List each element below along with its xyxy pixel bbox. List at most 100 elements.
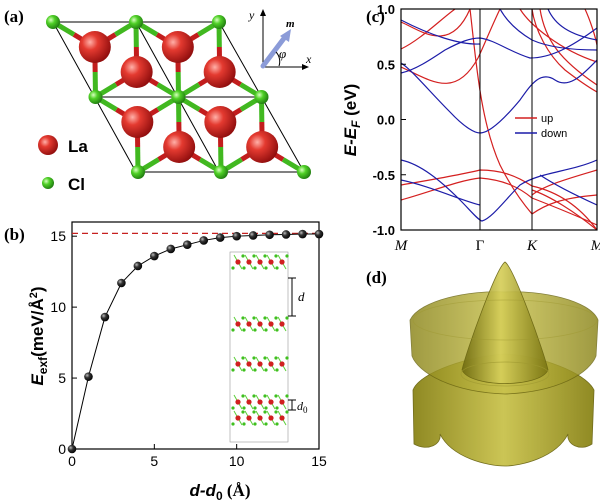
panel-label-a: (a) <box>4 7 24 26</box>
inset-cl-atom <box>275 368 279 372</box>
x-axis-title-b: d-d0 (Å) <box>190 481 251 502</box>
inset-cl-atom <box>264 328 268 332</box>
inset-la-atom <box>279 321 285 327</box>
inset-cl-atom <box>252 356 256 360</box>
data-point <box>248 231 258 240</box>
inset-cl-atom <box>274 410 278 414</box>
band-down-curve <box>401 179 481 206</box>
inset-la-atom <box>268 259 274 265</box>
inset-cl-atom <box>253 368 257 372</box>
y-tick-label-c: 0.0 <box>377 113 395 128</box>
data-point <box>133 261 143 271</box>
inset-la-atom <box>279 399 285 405</box>
inset-la-atom <box>279 259 285 265</box>
inset-cl-atom <box>242 406 246 410</box>
band-up-curve <box>401 9 456 50</box>
la-atom <box>246 131 279 163</box>
data-point <box>182 240 192 249</box>
y-tick-label-b: 15 <box>50 228 66 244</box>
panel-c-chart: -1.0 -0.5 0.0 0.5 1.0 M Γ K M E-EF (eV) up down <box>341 2 600 254</box>
inset-atoms <box>231 254 289 426</box>
svg-text:d0: d0 <box>297 399 308 415</box>
inset-cl-atom <box>275 266 279 270</box>
legend-up: up <box>541 113 553 125</box>
inset-la-atom <box>246 415 252 421</box>
inset-cl-atom <box>274 356 278 360</box>
band-up-curve <box>539 9 597 86</box>
inset-la-atom <box>279 415 285 421</box>
band-up-curve <box>519 9 597 63</box>
band-down-curve <box>401 59 597 134</box>
inset-cl-atom <box>253 328 257 332</box>
band-up-curve <box>531 189 597 230</box>
plot-frame-b <box>71 221 320 450</box>
cl-atom <box>254 90 269 104</box>
data-point <box>314 229 324 239</box>
data-point <box>100 312 110 322</box>
data-point <box>232 231 241 241</box>
inset-cl-atom <box>241 394 245 398</box>
x-tick-label-b: 10 <box>229 453 245 469</box>
inset-cl-atom <box>263 410 267 414</box>
inset-cl-atom <box>263 356 267 360</box>
inset-cl-atom <box>285 356 289 360</box>
inset-la-atom <box>246 399 252 405</box>
layer-inset: d d0 <box>229 251 308 443</box>
band-up-curve <box>469 9 597 215</box>
axis-ticks-c: -1.0 -0.5 0.0 0.5 1.0 M Γ K M <box>373 2 600 254</box>
inset-cl-atom <box>242 368 246 372</box>
inset-cl-atom <box>231 422 235 426</box>
k-point-label: K <box>526 238 538 254</box>
atoms <box>46 15 311 179</box>
band-up-curve <box>401 9 471 37</box>
inset-la-atom <box>257 415 263 421</box>
inset-la-atom <box>235 361 241 367</box>
band-up-curve <box>531 169 597 196</box>
inset-cl-atom <box>231 328 235 332</box>
inset-cl-atom <box>241 254 245 258</box>
inset-d-label: d <box>298 289 305 304</box>
inset-cl-atom <box>263 316 267 320</box>
y-tick-label-b: 0 <box>58 441 66 457</box>
la-atom <box>163 131 196 163</box>
inset-cl-atom <box>274 254 278 258</box>
y-tick-label-c: -0.5 <box>373 168 395 183</box>
inset-cl-atom <box>241 316 245 320</box>
cl-atom <box>214 165 228 179</box>
band-down-curve <box>499 9 597 51</box>
panel-label-b: (b) <box>4 225 25 244</box>
band-down-curve <box>547 9 597 41</box>
inset-cl-atom <box>263 254 267 258</box>
k-point-label: M <box>394 238 409 254</box>
k-point-label: Γ <box>476 238 485 254</box>
band-up-curve <box>401 9 501 84</box>
la-atom <box>78 31 111 63</box>
band-down-curve <box>401 159 597 222</box>
panel-a-crystal: y x m φ La Cl <box>38 8 312 194</box>
inset-la-atom <box>235 399 241 405</box>
inset-cl-atom <box>253 422 257 426</box>
data-point <box>199 236 209 245</box>
inset-cl-atom <box>274 394 278 398</box>
la-atom <box>161 31 194 63</box>
inset-la-atom <box>279 361 285 367</box>
panel-label-d: (d) <box>366 268 387 287</box>
dirac-cone <box>461 261 549 384</box>
inset-cl-atom <box>285 254 289 258</box>
data-point <box>215 233 225 242</box>
inset-la-atom <box>268 399 274 405</box>
inset-cl-atom <box>285 410 289 414</box>
inset-cl-atom <box>242 422 246 426</box>
inset-la-atom <box>268 415 274 421</box>
y-tick-label-b: 10 <box>50 299 66 315</box>
atom-legend: La Cl <box>38 135 88 194</box>
band-legend: up down <box>515 113 567 140</box>
phi-label: φ <box>279 46 286 61</box>
y-axis-title-b: Eexf(meV/Å2) <box>28 286 50 385</box>
y-axis-label: y <box>248 8 255 22</box>
inset-cl-atom <box>242 328 246 332</box>
data-point <box>67 444 77 454</box>
inset-cl-atom <box>241 356 245 360</box>
